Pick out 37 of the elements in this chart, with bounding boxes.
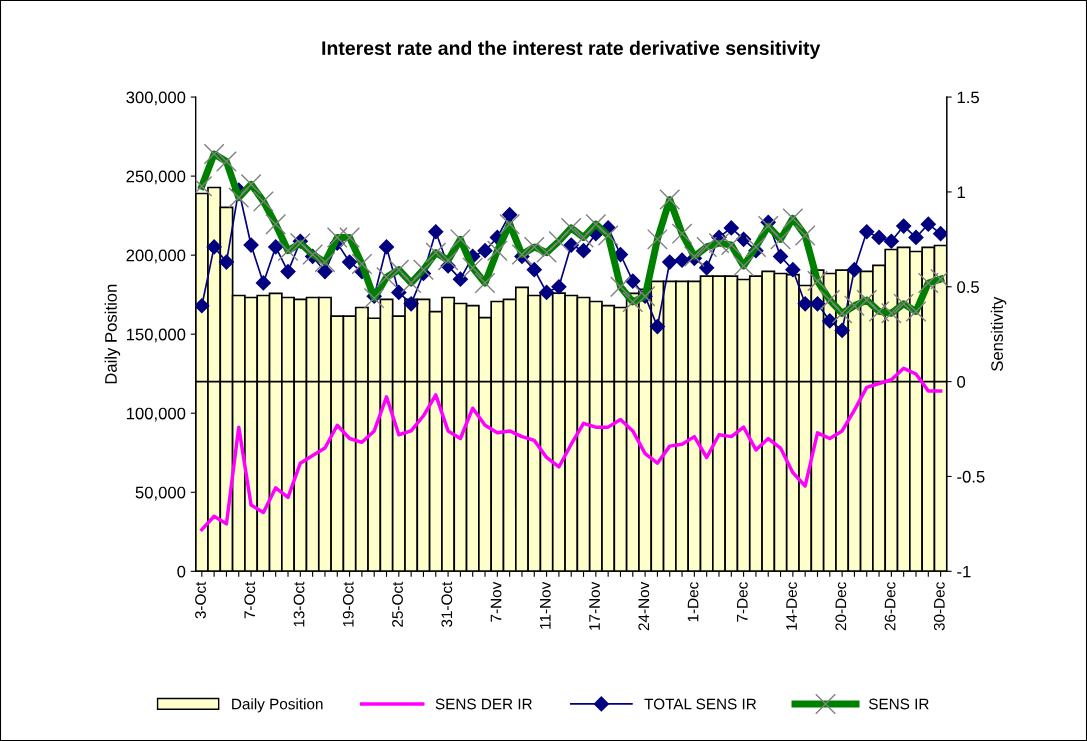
- x-tick-label: 17-Nov: [589, 581, 600, 630]
- y-tick-label: 0: [177, 565, 186, 578]
- y-tick-label: 250,000: [126, 170, 186, 185]
- y2-tick-label: 0.5: [957, 281, 979, 293]
- y2-tick-label: 1.5: [957, 91, 979, 104]
- x-tick-label: 1-Dec: [687, 582, 699, 622]
- legend-label: SENS IR: [869, 698, 929, 710]
- legend-label: TOTAL SENS IR: [644, 698, 757, 710]
- legend-label: Daily Position: [232, 698, 323, 713]
- line-series: [200, 366, 943, 532]
- x-tick-label: 31-Oct: [441, 581, 453, 627]
- y2-tick-label: 1: [957, 186, 965, 198]
- y-tick-label: 100,000: [126, 407, 186, 422]
- y-axis-title: Daily Position: [104, 284, 121, 384]
- x-tick-label: 19-Oct: [342, 581, 354, 627]
- y-tick-label: 200,000: [126, 249, 186, 264]
- legend-label: SENS DER IR: [435, 698, 532, 710]
- x-tick-label: 24-Nov: [638, 581, 650, 631]
- x-tick-label: 30-Dec: [933, 582, 945, 631]
- x-tick-label: 7-Oct: [244, 581, 256, 619]
- x-tick-label: 25-Oct: [392, 581, 403, 627]
- y2-tick-label: -1: [957, 565, 971, 578]
- x-tick-label: 7-Dec: [737, 582, 748, 622]
- chart-title: Interest rate and the interest rate derivative sensitivity: [322, 40, 821, 59]
- y-tick-label: 50,000: [135, 486, 186, 501]
- y2-axis-title: Sensitivity: [990, 296, 1007, 371]
- x-tick-label: 7-Nov: [490, 581, 502, 622]
- x-tick-label: 13-Oct: [293, 581, 305, 627]
- x-tick-label: 3-Oct: [195, 581, 206, 619]
- x-tick-label: 14-Dec: [786, 582, 797, 630]
- x-tick-label: 11-Nov: [540, 581, 551, 629]
- x-tick-label: 20-Dec: [835, 582, 847, 631]
- y-tick-label: 150,000: [126, 328, 186, 343]
- x-tick-label: 26-Dec: [884, 582, 896, 631]
- y-tick-label: 300,000: [126, 91, 186, 106]
- y2-tick-label: -0.5: [957, 470, 985, 483]
- y2-tick-label: 0: [957, 376, 966, 388]
